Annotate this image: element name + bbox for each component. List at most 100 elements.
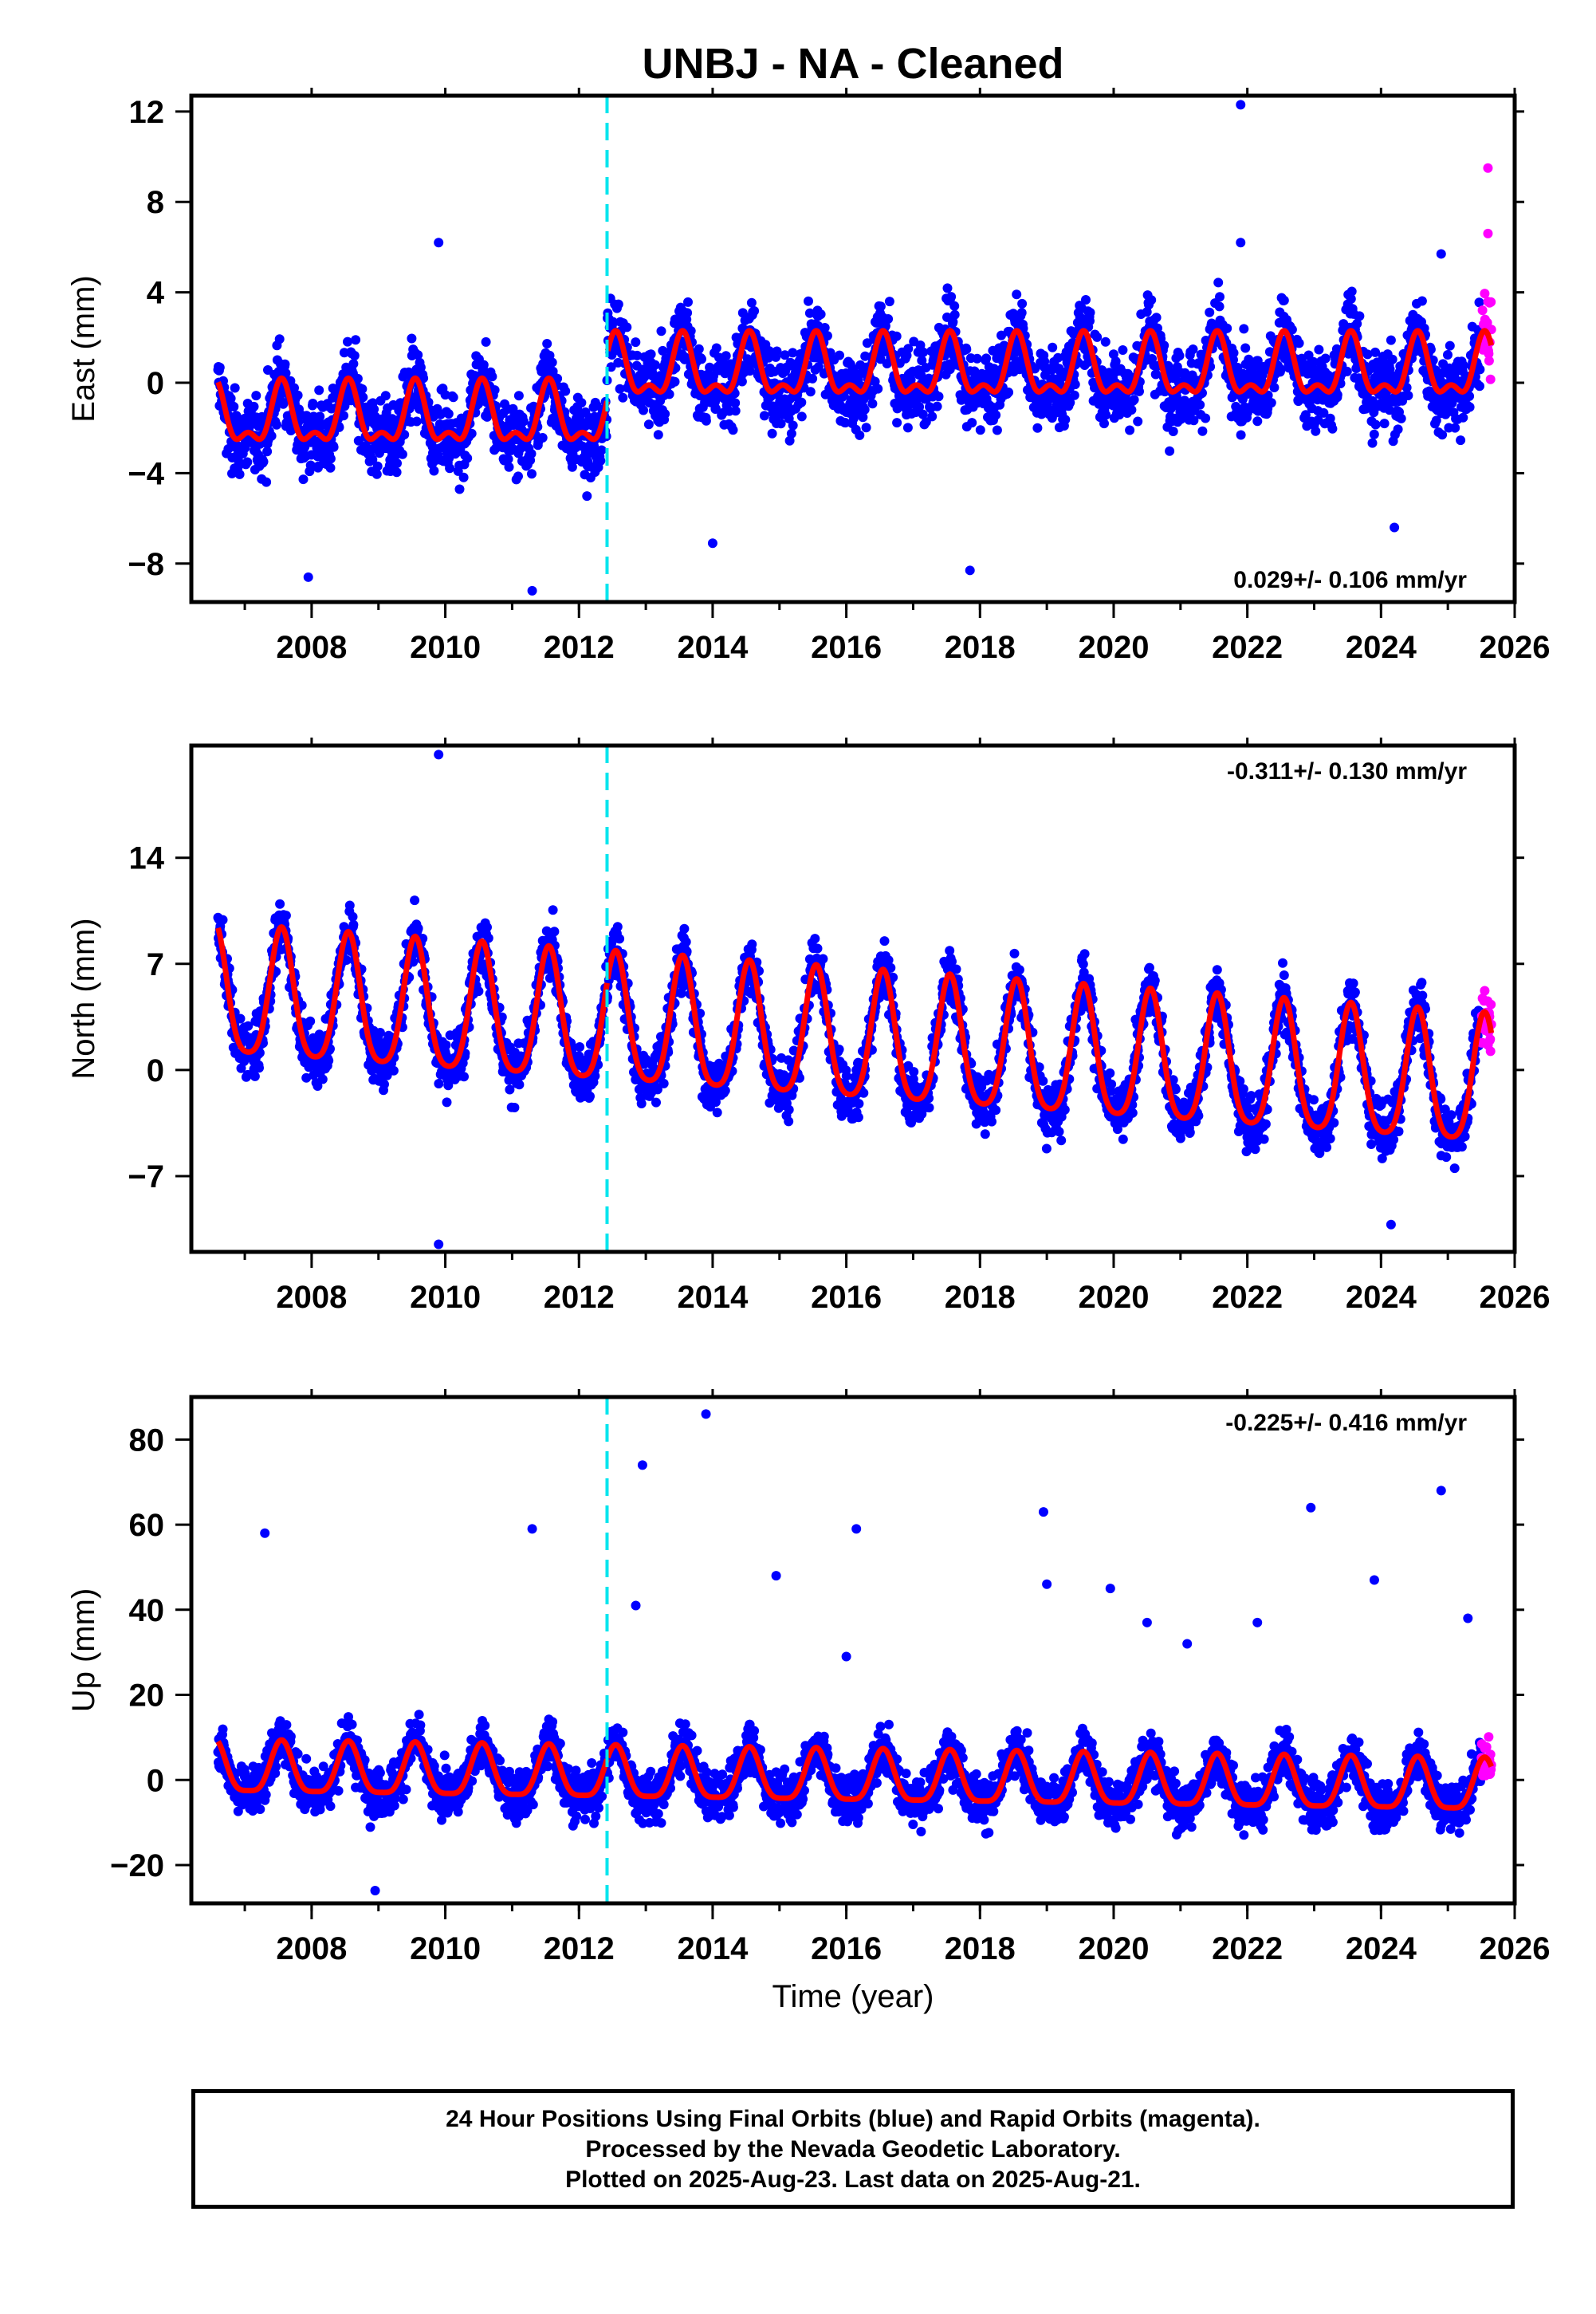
north-point	[441, 1040, 451, 1050]
east-point	[280, 359, 290, 369]
east-point	[1165, 446, 1175, 456]
east-point	[615, 384, 625, 394]
east-point	[780, 350, 790, 360]
east-point	[705, 362, 715, 372]
east-point	[234, 469, 245, 479]
east-point	[407, 333, 417, 344]
east-point	[458, 472, 469, 482]
east-point	[840, 418, 851, 428]
north-point	[482, 922, 492, 932]
north-point	[317, 1074, 328, 1084]
east-point	[903, 344, 914, 354]
east-point	[1386, 335, 1396, 345]
east-point	[1477, 305, 1488, 316]
east-point	[870, 376, 880, 387]
north-point	[549, 927, 560, 937]
east-point	[466, 428, 477, 439]
east-point	[697, 354, 706, 364]
east-point	[419, 373, 429, 384]
east-point	[1151, 313, 1162, 323]
east-point	[1228, 348, 1239, 358]
east-point	[631, 337, 641, 348]
north-point	[651, 1097, 661, 1108]
east-point	[266, 431, 277, 441]
north-point	[810, 934, 820, 944]
north-point	[388, 1065, 399, 1076]
east-point	[1342, 366, 1352, 376]
east-point	[1134, 386, 1144, 396]
east-point	[1403, 391, 1413, 400]
east-point	[542, 339, 552, 348]
north-point	[324, 1056, 334, 1066]
north-point	[615, 934, 625, 944]
east-x-tick-label: 2008	[276, 630, 347, 665]
east-point	[413, 350, 423, 360]
east-point	[639, 405, 648, 415]
north-point	[459, 1072, 469, 1082]
north-data-points	[213, 750, 1496, 1249]
east-point	[784, 435, 795, 446]
east-point	[721, 351, 731, 361]
east-point	[660, 409, 670, 419]
east-point	[489, 385, 500, 396]
east-point	[1214, 301, 1225, 312]
east-point	[223, 444, 234, 454]
east-x-tick-label: 2012	[544, 630, 615, 665]
east-point	[607, 317, 618, 327]
east-point	[772, 346, 782, 356]
east-y-tick-label: −8	[128, 547, 164, 582]
east-point	[873, 384, 883, 394]
east-y-tick-label: 4	[147, 276, 165, 311]
east-point	[1458, 360, 1468, 371]
east-point	[972, 353, 982, 364]
east-point	[352, 373, 363, 384]
east-point	[1269, 383, 1280, 392]
east-point	[1445, 340, 1455, 351]
east-point	[1484, 356, 1494, 366]
east-point	[261, 477, 272, 487]
east-point	[1205, 307, 1215, 317]
east-point	[429, 466, 439, 476]
east-point	[961, 344, 972, 355]
east-point	[1100, 336, 1111, 347]
east-outlier-point	[1483, 163, 1493, 173]
north-point	[679, 923, 690, 934]
east-point	[1125, 425, 1135, 435]
east-point	[343, 336, 352, 347]
north-point	[818, 954, 828, 964]
east-point	[1252, 416, 1263, 427]
east-point	[1456, 435, 1466, 446]
east-x-tick-label: 2024	[1346, 630, 1417, 665]
east-point	[875, 301, 886, 312]
east-point	[513, 471, 523, 482]
north-point	[658, 1078, 669, 1088]
east-x-tick-label: 2020	[1078, 630, 1149, 665]
east-point	[1168, 427, 1178, 436]
east-point	[804, 296, 813, 306]
east-point	[552, 373, 563, 384]
east-point	[397, 449, 407, 459]
north-point	[348, 919, 359, 930]
east-point	[1069, 390, 1079, 400]
east-point	[1195, 399, 1205, 410]
north-point	[442, 1097, 452, 1108]
east-point	[411, 416, 422, 427]
east-point	[368, 455, 378, 465]
east-point	[281, 368, 291, 378]
east-point	[650, 360, 660, 370]
east-point	[1354, 311, 1365, 321]
east-point	[527, 469, 537, 479]
east-point	[683, 297, 693, 307]
east-point	[314, 385, 324, 396]
north-point	[218, 915, 228, 925]
east-point	[1393, 424, 1403, 435]
east-point	[1060, 415, 1071, 425]
north-point	[413, 923, 423, 934]
east-point	[298, 474, 309, 485]
north-point	[712, 1108, 722, 1118]
north-point	[474, 986, 484, 997]
north-point	[853, 1112, 863, 1123]
east-outlier-point	[1436, 249, 1446, 259]
east-point	[632, 350, 643, 360]
east-point	[808, 373, 818, 384]
